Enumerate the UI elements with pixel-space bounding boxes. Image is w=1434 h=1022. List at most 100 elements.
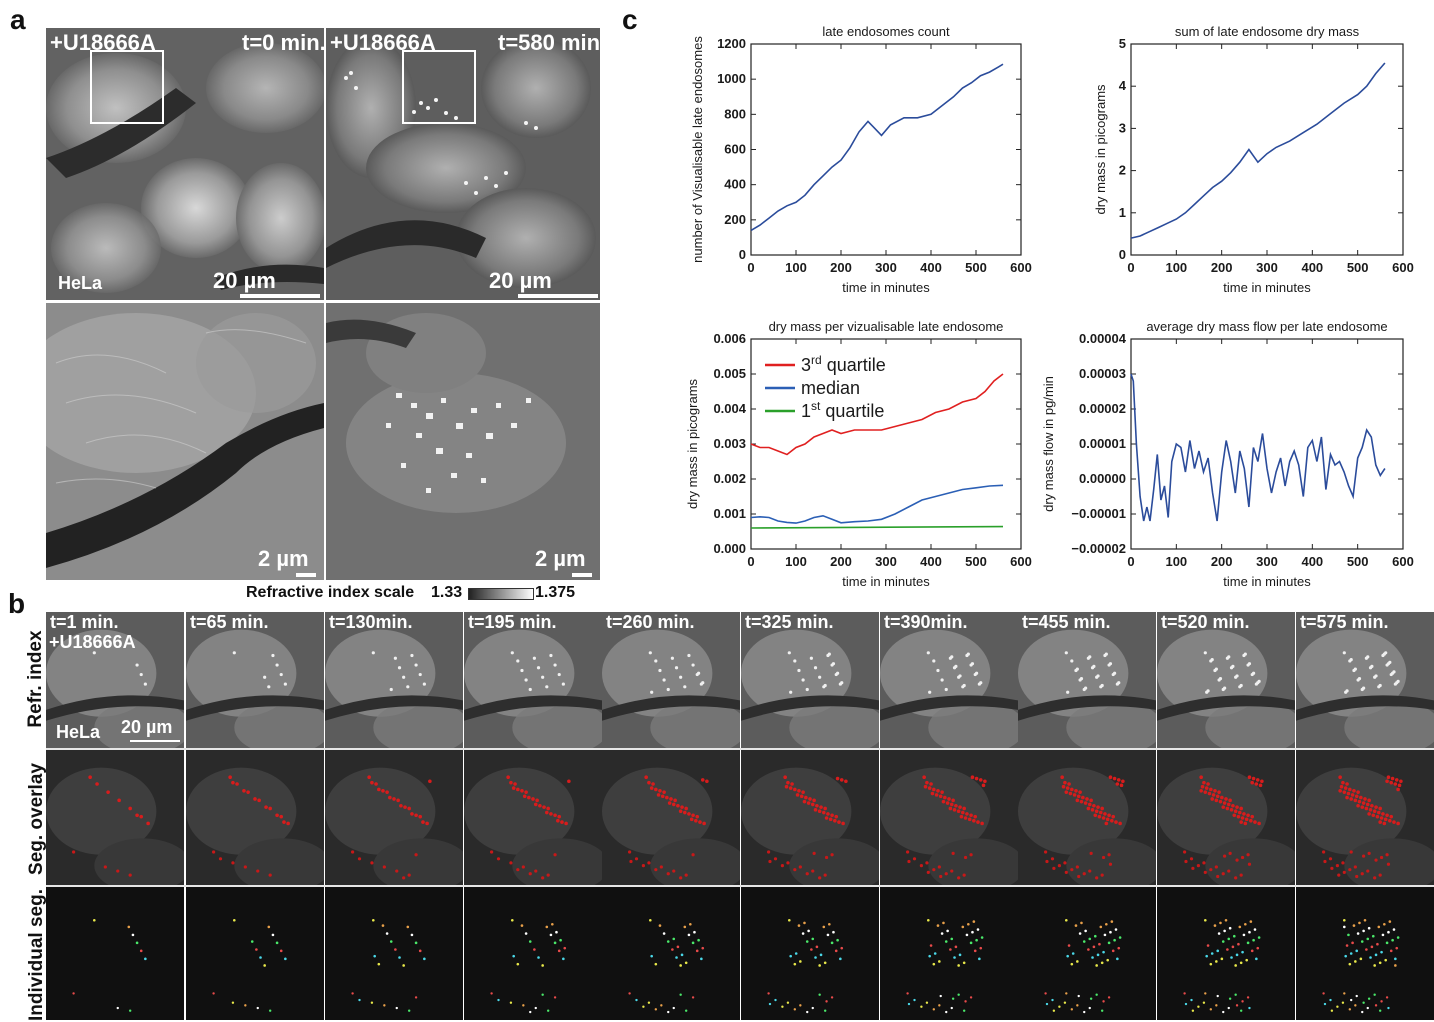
timelapse-tile-r1-c2 (186, 612, 324, 748)
timelapse-tile-r2-c5 (602, 750, 740, 886)
y-tick-label: 0.00000 (1079, 471, 1126, 486)
timelapse-tile-r3-c8 (1018, 887, 1156, 1020)
timelapse-tile-r2-c3 (325, 750, 463, 886)
ri-scale-label: Refractive index scale (246, 584, 415, 601)
series-line (750, 525, 1004, 529)
timelapse-tile-r2-c4 (464, 750, 602, 886)
chart-endosome-count: late endosomes count 0 100 200 300 400 500 600 0… (690, 24, 1032, 295)
x-tick-label: 0 (1127, 554, 1134, 569)
scale-label-zoom-t0: 2 µm (258, 546, 309, 571)
chart-sum-dry-mass: sum of late endosome dry mass 0 100 200 300 4… (1093, 24, 1414, 295)
x-tick-label: 400 (1301, 554, 1323, 569)
timelapse-tile-r3-c7 (880, 887, 1018, 1020)
x-tick-label: 600 (1010, 260, 1032, 275)
scale-bar-timelapse (130, 740, 180, 742)
y-tick-label: 0.000 (713, 541, 746, 556)
timelapse-tile-r3-c5 (602, 887, 740, 1020)
y-tick-label: 5 (1119, 36, 1126, 51)
scale-label-t580: 20 µm (489, 268, 552, 293)
x-axis-label: time in minutes (1223, 574, 1311, 589)
timelapse-tile-r3-c3 (325, 887, 463, 1020)
timelapse-tile-r2-c2 (186, 750, 324, 886)
roi-box-t0 (90, 50, 164, 124)
drug-label-t580: +U18666A (330, 30, 436, 55)
panel-label-c: c (622, 4, 638, 35)
timepoint-label: t=65 min. (190, 612, 269, 632)
series-line (1130, 62, 1386, 239)
y-axis-label: number of Visualisable late endosomes (690, 36, 705, 263)
y-tick-label: −0.00001 (1071, 506, 1126, 521)
timelapse-tile-r2-c7 (880, 750, 1018, 886)
y-tick-label: 0.00004 (1079, 331, 1127, 346)
scale-label-timelapse: 20 µm (121, 717, 173, 737)
scale-bar-zoom-t580 (572, 573, 592, 577)
drug-label-timelapse: +U18666A (49, 632, 136, 652)
micrograph-t580-overview (326, 28, 600, 300)
x-axis-label: time in minutes (1223, 280, 1311, 295)
y-tick-label: 200 (724, 212, 746, 227)
y-axis-label: dry mass in picograms (1093, 84, 1108, 215)
y-tick-label: 0.006 (713, 331, 746, 346)
timelapse-tile-r3-c6 (741, 887, 879, 1020)
panel-label-a: a (10, 4, 26, 35)
timepoint-label: t=130min. (329, 612, 413, 632)
timelapse-tile-r1-c5 (602, 612, 740, 748)
timepoint-label: t=390min. (884, 612, 968, 632)
timepoint-label: t=195 min. (468, 612, 557, 632)
x-tick-label: 200 (830, 554, 852, 569)
x-tick-label: 400 (920, 554, 942, 569)
timelapse-tile-r3-c4 (464, 887, 602, 1020)
series-line (750, 484, 1004, 524)
x-tick-label: 400 (1301, 260, 1323, 275)
timelapse-tile-r1-c9 (1157, 612, 1295, 748)
x-tick-label: 100 (785, 554, 807, 569)
time-label-t580: t=580 min. (498, 30, 607, 55)
y-tick-label: −0.00002 (1071, 541, 1126, 556)
timepoint-label: t=260 min. (606, 612, 695, 632)
y-tick-label: 0 (739, 247, 746, 262)
timelapse-tile-r1-c1 (46, 612, 184, 748)
panel-label-b: b (8, 588, 26, 619)
x-tick-label: 300 (1256, 554, 1278, 569)
scale-label-zoom-t580: 2 µm (535, 546, 586, 571)
series-line (750, 373, 1004, 456)
chart-dry-mass-per-endosome: dry mass per vizualisable late endosome 0… (685, 319, 1032, 589)
x-tick-label: 600 (1010, 554, 1032, 569)
series-line (750, 63, 1004, 232)
y-tick-label: 1000 (717, 71, 746, 86)
legend-label: 1st quartile (801, 399, 884, 421)
series-line (1130, 373, 1386, 522)
x-tick-label: 500 (1347, 260, 1369, 275)
chart-title: average dry mass flow per late endosome (1146, 319, 1387, 334)
timelapse-tile-r1-c7 (880, 612, 1018, 748)
x-tick-label: 500 (965, 554, 987, 569)
y-tick-label: 600 (724, 142, 746, 157)
cell-label-hela: HeLa (58, 273, 103, 293)
roi-box-t580 (402, 50, 476, 124)
x-axis-label: time in minutes (842, 280, 930, 295)
x-tick-label: 0 (747, 260, 754, 275)
timelapse-row-divider (46, 748, 1434, 750)
timelapse-tile-r3-c9 (1157, 887, 1295, 1020)
timelapse-tile-r2-c6 (741, 750, 879, 886)
x-tick-label: 500 (965, 260, 987, 275)
timelapse-tile-r1-c10 (1296, 612, 1434, 748)
y-tick-label: 800 (724, 106, 746, 121)
plot-frame (1130, 43, 1404, 256)
y-tick-label: 4 (1119, 78, 1127, 93)
x-tick-label: 400 (920, 260, 942, 275)
x-tick-label: 0 (747, 554, 754, 569)
timelapse-tile-r1-c4 (464, 612, 602, 748)
row-label-refr-index: Refr. index (25, 630, 46, 728)
chart-dry-mass-flow: average dry mass flow per late endosome 0… (1041, 319, 1414, 589)
ri-scale-min: 1.33 (431, 584, 463, 601)
chart-title: dry mass per vizualisable late endosome (769, 319, 1004, 334)
y-tick-label: 0.003 (713, 436, 746, 451)
timepoint-label: t=455 min. (1022, 612, 1111, 632)
x-tick-label: 100 (1165, 554, 1187, 569)
timelapse-tile-r3-c1 (46, 887, 184, 1020)
y-tick-label: 0.005 (713, 366, 746, 381)
ri-colorbar (468, 588, 534, 600)
legend-label: median (801, 378, 860, 398)
timelapse-tile-r2-c10 (1296, 750, 1434, 886)
